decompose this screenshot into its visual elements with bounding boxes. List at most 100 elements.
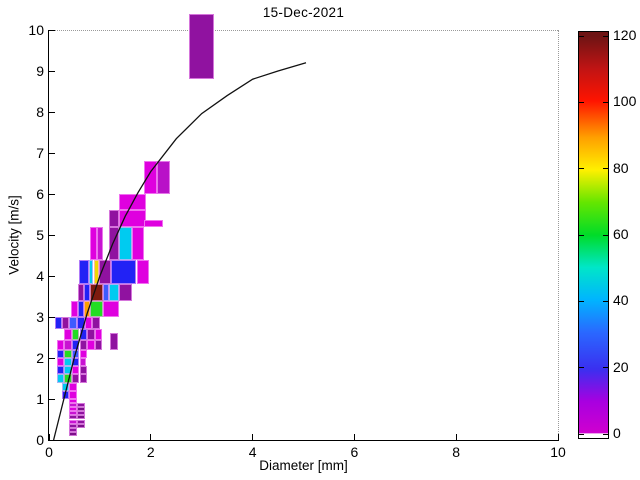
heatmap-cell — [69, 427, 77, 432]
colorbar-tick-mark — [603, 367, 608, 369]
heatmap-cell — [69, 415, 77, 420]
colorbar-tick-mark — [603, 234, 608, 236]
heatmap-cell — [77, 403, 85, 408]
heatmap-cell — [71, 329, 80, 340]
y-tick-label: 7 — [36, 145, 44, 161]
heatmap-cell — [79, 349, 88, 358]
colorbar-tick-label: 20 — [613, 358, 629, 375]
colorbar-tick-label: 40 — [613, 292, 629, 309]
x-tick-label: 8 — [452, 444, 461, 460]
y-tick-mark — [49, 316, 55, 318]
colorbar-tick-mark — [579, 101, 584, 103]
heatmap-cell — [94, 339, 103, 350]
colorbar-tick-mark — [579, 300, 584, 302]
colorbar-tick-mark — [579, 234, 584, 236]
fall-velocity-curve — [52, 62, 307, 441]
heatmap-cell — [109, 226, 119, 260]
y-tick-label: 8 — [36, 104, 44, 120]
heatmap-cell — [189, 13, 215, 80]
heatmap-cell — [69, 423, 77, 428]
heatmap-cell — [89, 259, 94, 285]
heatmap-cell — [99, 259, 112, 285]
colorbar-tick-label: 100 — [613, 93, 637, 110]
y-tick-label: 0 — [36, 432, 44, 448]
y-tick-mark — [49, 29, 55, 31]
y-tick-mark — [49, 439, 55, 441]
heatmap-cell — [77, 284, 84, 301]
heatmap-cell — [71, 366, 80, 375]
y-tick-label: 9 — [36, 63, 44, 79]
colorbar-tick-mark — [579, 433, 584, 435]
heatmap-cell — [79, 259, 90, 285]
heatmap-cell — [94, 329, 103, 340]
heatmap-cell — [77, 419, 85, 424]
heatmap-cell — [111, 259, 137, 285]
colorbar-tick-mark — [603, 433, 608, 435]
heatmap-cell — [79, 366, 88, 375]
heatmap-cell — [71, 358, 80, 367]
colorbar-tick-label: 120 — [613, 27, 637, 43]
heatmap-cell — [64, 339, 72, 350]
x-tick-mark — [455, 434, 457, 440]
x-tick-label: 6 — [350, 444, 359, 460]
y-tick-label: 10 — [28, 22, 44, 38]
colorbar-tick-label: 0 — [613, 425, 621, 441]
heatmap-cell — [77, 407, 85, 412]
heatmap-cell — [56, 339, 65, 350]
heatmap-cell — [77, 423, 85, 428]
heatmap-cell — [93, 259, 100, 285]
x-tick-label: 0 — [45, 444, 53, 460]
heatmap-cell — [69, 390, 77, 399]
x-tick-mark — [557, 434, 559, 440]
colorbar — [578, 31, 609, 439]
heatmap-cell — [55, 317, 62, 330]
plot-box-top-line — [49, 30, 558, 31]
heatmap-cell — [56, 374, 65, 383]
y-tick-label: 2 — [36, 350, 44, 366]
heatmap-cell — [69, 411, 77, 416]
chart-title: 15-Dec-2021 — [262, 5, 345, 20]
heatmap-cell — [103, 284, 110, 301]
heatmap-cell — [84, 284, 91, 301]
y-tick-label: 6 — [36, 186, 44, 202]
x-tick-mark — [150, 434, 152, 440]
x-tick-mark — [252, 434, 254, 440]
heatmap-cell — [92, 317, 100, 330]
heatmap-cell — [56, 366, 65, 375]
heatmap-cell — [144, 161, 158, 194]
heatmap-cell — [119, 284, 132, 301]
plot-box-right-line — [558, 30, 559, 440]
colorbar-tick-mark — [603, 168, 608, 170]
heatmap-cell — [157, 161, 170, 194]
heatmap-cell — [79, 374, 88, 383]
x-tick-label: 4 — [248, 444, 257, 460]
y-tick-mark — [49, 275, 55, 277]
heatmap-cell — [56, 358, 65, 367]
heatmap-cell — [84, 300, 91, 317]
heatmap-cell — [69, 317, 77, 330]
heatmap-cell — [87, 329, 95, 340]
heatmap-cell — [109, 210, 119, 227]
heatmap-cell — [103, 300, 119, 317]
y-tick-mark — [49, 152, 55, 154]
heatmap-cell — [69, 399, 77, 404]
colorbar-tick-mark — [603, 101, 608, 103]
heatmap-cell — [69, 382, 77, 391]
x-tick-label: 2 — [146, 444, 155, 460]
colorbar-tick-mark — [603, 35, 608, 37]
y-tick-label: 5 — [36, 227, 44, 243]
plot-area — [48, 13, 559, 441]
heatmap-cell — [109, 333, 119, 350]
colorbar-tick-mark — [603, 300, 608, 302]
heatmap-cell — [90, 226, 97, 260]
heatmap-cell — [79, 339, 88, 350]
heatmap-cell — [109, 284, 119, 301]
heatmap-cell — [77, 300, 84, 317]
heatmap-cell — [69, 403, 77, 408]
heatmap-cell — [61, 317, 70, 330]
colorbar-tick-mark — [579, 367, 584, 369]
heatmap-cell — [71, 374, 80, 383]
heatmap-cell — [56, 349, 65, 358]
heatmap-cell — [77, 411, 85, 416]
